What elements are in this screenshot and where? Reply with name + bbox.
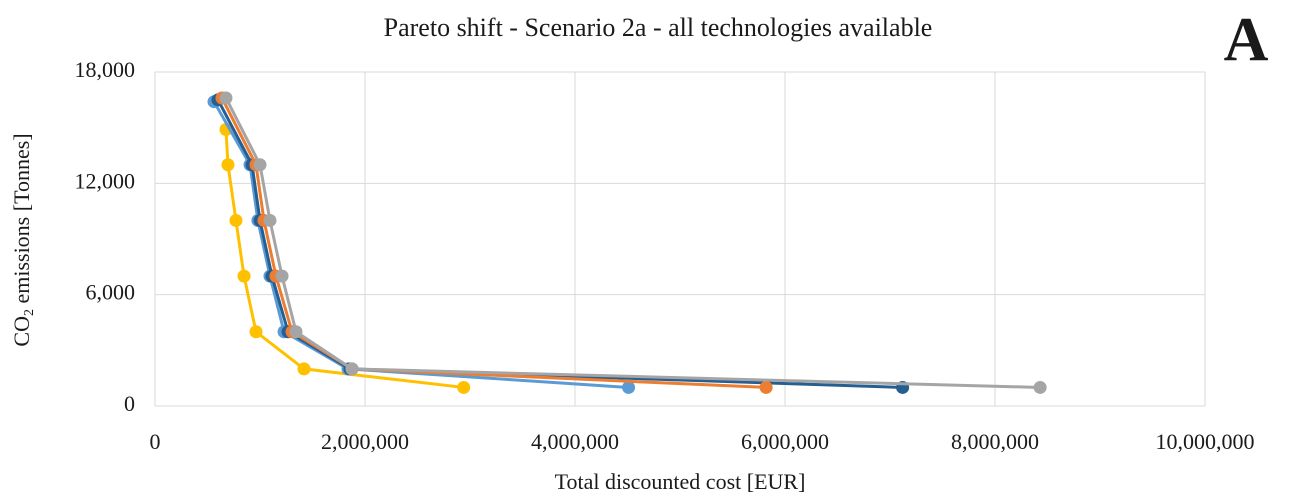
y-axis-label: CO2 emissions [Tonnes]: [9, 133, 37, 346]
y-tick-label: 12,000: [75, 168, 136, 193]
y-tick-label: 0: [124, 391, 135, 416]
point: [1033, 380, 1047, 394]
point: [275, 269, 289, 283]
point: [249, 325, 263, 339]
x-tick-label: 2,000,000: [321, 429, 409, 454]
x-tick-label: 4,000,000: [531, 429, 619, 454]
point: [457, 380, 471, 394]
y-axis-label-subscript: 2: [22, 309, 37, 316]
x-tick-label: 0: [150, 429, 161, 454]
x-axis-label: Total discounted cost [EUR]: [555, 469, 806, 494]
y-axis-label-part: CO: [9, 316, 34, 347]
series-line: [216, 99, 903, 389]
panel-label: A: [1224, 6, 1269, 74]
point: [221, 158, 235, 172]
point: [237, 269, 251, 283]
y-axis-label-part: emissions [Tonnes]: [9, 133, 34, 309]
point: [289, 325, 303, 339]
chart-title: Pareto shift - Scenario 2a - all technol…: [384, 13, 933, 42]
point: [759, 380, 773, 394]
point: [297, 362, 311, 376]
y-tick-label: 6,000: [86, 280, 136, 305]
x-tick-label: 10,000,000: [1156, 429, 1255, 454]
point: [229, 213, 243, 227]
point: [345, 362, 359, 376]
point: [622, 380, 636, 394]
x-tick-label: 6,000,000: [741, 429, 829, 454]
series-line: [224, 97, 1041, 389]
point: [219, 91, 233, 105]
point: [263, 213, 277, 227]
y-tick-label: 18,000: [75, 57, 136, 82]
x-tick-label: 8,000,000: [951, 429, 1039, 454]
point: [253, 158, 267, 172]
